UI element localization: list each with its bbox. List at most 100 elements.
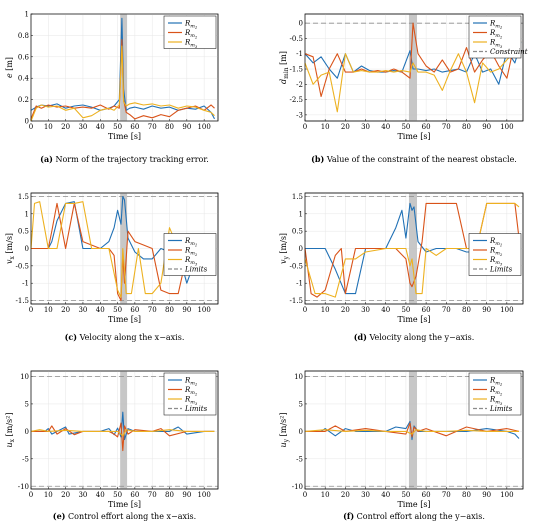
x-tick-label: 60 (130, 123, 139, 131)
chart-caption: (d) Velocity along the y−axis. (354, 332, 475, 342)
y-tick-label: -0.5 (16, 262, 30, 270)
legend-label: Rm3 (184, 256, 198, 267)
x-tick-label: 80 (165, 306, 174, 314)
x-axis-label: Time [s] (397, 500, 430, 509)
x-tick-label: 60 (422, 306, 431, 314)
x-tick-label: 80 (462, 123, 471, 131)
y-tick-label: -2 (296, 81, 303, 89)
x-tick-label: 20 (341, 306, 350, 314)
x-tick-label: 40 (381, 491, 390, 499)
chart-panel-f: 0 10 20 30 40 50 60 70 80 90 100 -10 -5 0 5 10 Rm1Rm2Rm3… (279, 370, 524, 521)
x-tick-label: 50 (113, 306, 122, 314)
x-tick-label: 70 (148, 123, 157, 131)
x-tick-label: 70 (442, 306, 451, 314)
highlight-band (120, 193, 128, 304)
x-tick-label: 10 (44, 491, 53, 499)
y-tick-label: -1.5 (16, 297, 30, 305)
x-tick-label: 100 (197, 491, 210, 499)
x-tick-label: 90 (482, 491, 491, 499)
y-tick-label: 0.4 (18, 75, 30, 83)
y-tick-label: 0 (25, 245, 29, 253)
y-tick-label: 1 (299, 210, 303, 218)
x-tick-label: 90 (182, 123, 191, 131)
y-tick-label: 0 (25, 428, 29, 436)
x-tick-label: 100 (197, 123, 210, 131)
y-tick-label: 10 (294, 373, 303, 381)
plot-frame (304, 192, 524, 305)
y-tick-label: 1.5 (18, 193, 29, 201)
y-tick-label: 1 (25, 11, 29, 19)
legend-label: Rm1 (489, 20, 502, 31)
x-tick-label: 50 (401, 123, 410, 131)
x-tick-label: 60 (422, 491, 431, 499)
chart-caption: (a) Norm of the trajectory tracking erro… (40, 154, 209, 164)
y-tick-label: 0 (25, 118, 29, 126)
y-axis-label: e [m] (5, 57, 14, 78)
x-tick-label: 10 (321, 306, 330, 314)
y-tick-label: 0.5 (18, 228, 29, 236)
x-tick-label: 80 (165, 123, 174, 131)
y-tick-label: 5 (25, 400, 29, 408)
series-line-1 (304, 41, 522, 85)
x-tick-label: 100 (500, 491, 513, 499)
x-tick-label: 90 (482, 306, 491, 314)
legend-label: Rm2 (489, 247, 503, 258)
y-tick-label: -10 (18, 483, 29, 491)
y-tick-label: -10 (292, 483, 303, 491)
y-tick-label: -1 (296, 50, 303, 58)
x-tick-label: 100 (500, 123, 513, 131)
y-axis-label: ux [m/s²] (5, 413, 16, 448)
x-tick-label: 50 (113, 123, 122, 131)
legend-label: Rm3 (489, 396, 503, 407)
plot-frame (304, 13, 524, 122)
legend-label: Rm1 (184, 20, 197, 31)
chart-panel-e: 0 10 20 30 40 50 60 70 80 90 100 -10 -5 0 5 10 Rm1Rm2Rm3… (5, 370, 219, 521)
legend-label: Rm2 (184, 386, 198, 397)
x-tick-label: 50 (113, 491, 122, 499)
x-tick-label: 40 (381, 123, 390, 131)
series-line-2 (31, 422, 215, 452)
x-tick-label: 30 (361, 491, 370, 499)
x-tick-label: 0 (29, 123, 33, 131)
legend-label: Rm2 (184, 247, 198, 258)
y-tick-label: 0 (299, 428, 303, 436)
x-tick-label: 10 (321, 123, 330, 131)
x-tick-label: 80 (165, 491, 174, 499)
x-tick-label: 30 (78, 491, 87, 499)
x-tick-label: 90 (482, 123, 491, 131)
y-tick-label: -5 (296, 455, 303, 463)
legend-label: Limits (184, 266, 208, 274)
y-tick-label: -0.5 (290, 262, 304, 270)
x-tick-label: 60 (130, 306, 139, 314)
x-tick-label: 0 (303, 123, 307, 131)
series-line-3 (30, 429, 215, 437)
x-tick-label: 30 (78, 123, 87, 131)
y-tick-label: 1 (25, 210, 29, 218)
y-tick-label: 1.5 (292, 193, 303, 201)
chart-caption: (b) Value of the constraint of the neare… (311, 154, 517, 164)
x-tick-label: 20 (61, 491, 70, 499)
x-tick-label: 40 (96, 123, 105, 131)
legend-label: Limits (489, 266, 513, 274)
x-tick-label: 0 (29, 306, 33, 314)
series-line-3 (30, 45, 215, 122)
x-tick-label: 100 (197, 306, 210, 314)
x-tick-label: 60 (130, 491, 139, 499)
x-tick-label: 10 (321, 491, 330, 499)
series-line-2 (305, 422, 520, 438)
legend-label: Rm3 (184, 39, 198, 50)
legend-label: Rm3 (184, 396, 198, 407)
x-tick-label: 90 (182, 306, 191, 314)
plot-frame (30, 13, 219, 122)
x-tick-label: 40 (96, 306, 105, 314)
y-tick-label: -1 (296, 280, 303, 288)
legend-label: Rm1 (184, 237, 197, 248)
legend-label: Limits (184, 405, 208, 413)
x-tick-label: 40 (381, 306, 390, 314)
x-tick-label: 80 (462, 491, 471, 499)
legend-label: Limits (489, 405, 513, 413)
